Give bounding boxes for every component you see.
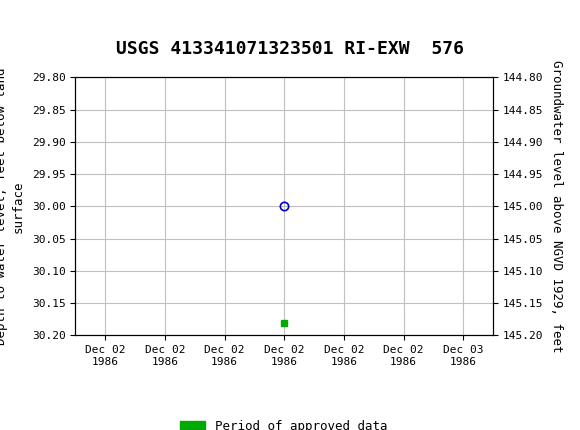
Y-axis label: Depth to water level, feet below land
surface: Depth to water level, feet below land su… [0,68,25,345]
Text: USGS 413341071323501 RI-EXW  576: USGS 413341071323501 RI-EXW 576 [116,40,464,58]
Legend: Period of approved data: Period of approved data [176,415,393,430]
Y-axis label: Groundwater level above NGVD 1929, feet: Groundwater level above NGVD 1929, feet [550,60,563,353]
Text: ≡USGS: ≡USGS [12,16,88,35]
Text: ≡: ≡ [6,14,27,38]
